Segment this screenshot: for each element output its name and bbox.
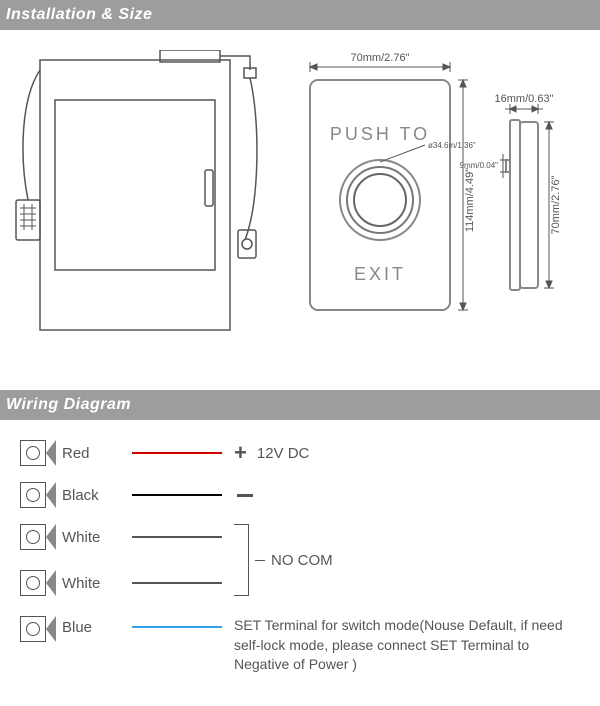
terminal-lug-icon — [20, 482, 46, 508]
minus-icon — [237, 494, 253, 497]
set-terminal-note: SET Terminal for switch mode(Nouse Defau… — [234, 616, 580, 675]
wire-line-white — [132, 536, 222, 538]
terminal-lug-icon — [20, 440, 46, 466]
dim-side-height: 70mm/2.76" — [544, 122, 562, 288]
wire-line-blue — [132, 626, 222, 628]
wire-label: Black — [62, 487, 132, 504]
svg-text:70mm/2.76": 70mm/2.76" — [550, 175, 562, 234]
dim-faceplate-width: 70mm/2.76" — [310, 52, 450, 72]
svg-text:70mm/2.76": 70mm/2.76" — [351, 52, 410, 64]
label-12vdc: 12V DC — [257, 445, 310, 462]
header-wiring: Wiring Diagram — [0, 390, 600, 420]
wire-label: Blue — [62, 616, 132, 636]
wire-label: White — [62, 529, 132, 546]
faceplate-text-line2: EXIT — [354, 264, 406, 284]
wire-row-red: Red + 12V DC — [20, 440, 580, 466]
bracket-icon — [234, 524, 249, 596]
svg-text:114mm/4.49": 114mm/4.49" — [464, 168, 476, 232]
dim-side-depth: 16mm/0.63" — [495, 93, 554, 114]
faceplate-side-drawing — [506, 120, 538, 290]
wire-line-red — [132, 452, 222, 454]
dim-faceplate-height: 114mm/4.49" — [458, 80, 476, 310]
wire-line-white — [132, 582, 222, 584]
faceplate-front-drawing: PUSH TO EXIT ø34.6m/1.36" — [310, 80, 476, 310]
wire-row-black: Black — [20, 482, 580, 508]
svg-text:9mm/0.04": 9mm/0.04" — [460, 161, 499, 170]
terminal-lug-icon — [20, 616, 46, 642]
plus-icon: + — [234, 440, 247, 466]
wire-label: Red — [62, 445, 132, 462]
wiring-panel: Red + 12V DC Black White White — [0, 420, 600, 701]
wire-label: White — [62, 575, 132, 592]
header-installation: Installation & Size — [0, 0, 600, 30]
terminal-lug-icon — [20, 524, 46, 550]
wire-rows-white-nocom: White White NO COM — [20, 524, 580, 596]
installation-size-panel: PUSH TO EXIT ø34.6m/1.36" 70mm/2.76" 114 — [0, 30, 600, 380]
faceplate-text-line1: PUSH TO — [330, 124, 430, 144]
wire-line-black — [132, 494, 222, 496]
terminal-lug-icon — [20, 570, 46, 596]
label-nocom: NO COM — [271, 552, 333, 569]
dim-button-dia: ø34.6m/1.36" — [428, 141, 476, 150]
door-assembly-drawing — [16, 50, 257, 330]
svg-text:16mm/0.63": 16mm/0.63" — [495, 93, 554, 105]
wire-row-blue: Blue SET Terminal for switch mode(Nouse … — [20, 616, 580, 675]
installation-drawing: PUSH TO EXIT ø34.6m/1.36" 70mm/2.76" 114 — [10, 50, 590, 360]
